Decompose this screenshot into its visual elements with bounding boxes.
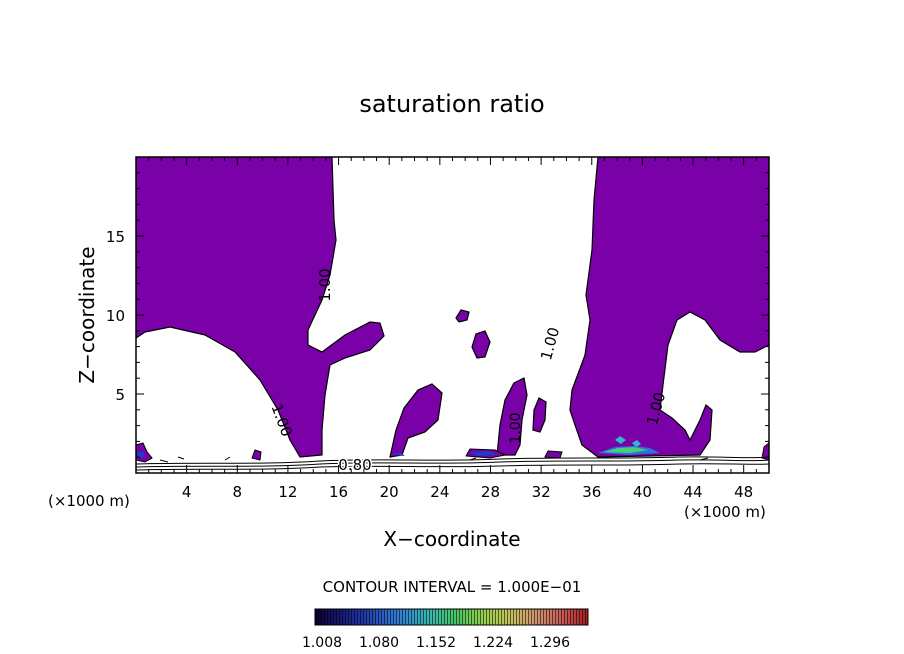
x-tick-label: 40 [633,483,652,501]
contour-label-6: 0.80 [338,456,371,474]
colorbar-tick-label: 1.080 [359,635,399,651]
high-sat-blue-mid [392,451,497,456]
region-mid-cell-c [532,397,547,433]
y-tick-label: 15 [106,228,125,246]
x-tick-label: 44 [683,483,702,501]
high-sat-cyan-spots [615,436,641,447]
y-tick-labels: 5 10 15 [106,228,125,404]
contour-label-5: 1.00 [508,412,524,443]
y-axis-label: Z−coordinate [75,246,99,383]
x-tick-label: 32 [532,483,551,501]
colorbar: 1.008 1.080 1.152 1.224 1.296 [302,608,589,651]
region-small-cell-h [544,450,563,459]
surface-contour-lines [136,456,769,471]
x-tick-label: 8 [233,483,243,501]
high-sat-blue-left [137,451,145,458]
region-small-cell-f [251,449,262,461]
supersaturated-regions [136,157,769,471]
y-tick-label: 10 [106,307,125,325]
x-tick-labels: 4 8 12 16 20 24 28 32 36 40 44 48 [182,483,753,501]
colorbar-tick-label: 1.296 [530,635,570,651]
colorbar-tick-label: 1.008 [302,635,342,651]
region-right-edge-base [761,442,769,461]
axis-ticks [136,157,769,473]
x-tick-label: 16 [329,483,348,501]
colorbar-tick-label: 1.152 [416,635,456,651]
chart-title: saturation ratio [359,90,544,118]
x-unit-left: (×1000 m) [48,492,130,510]
y-tick-label: 5 [115,386,125,404]
x-tick-label: 28 [481,483,500,501]
region-mid-cell-b [496,377,528,456]
x-tick-label: 20 [380,483,399,501]
contour-label-1: 1.00 [316,268,334,301]
region-right-plume [569,157,769,458]
region-mid-cell-d [471,330,491,359]
high-sat-green-band [603,447,648,453]
colorbar-frame [314,608,589,626]
colorbar-stripes [315,609,588,625]
x-tick-label: 36 [582,483,601,501]
x-tick-label: 48 [734,483,753,501]
x-tick-label: 24 [430,483,449,501]
x-tick-label: 12 [278,483,297,501]
region-mid-cell-a [389,383,443,458]
x-unit-right: (×1000 m) [684,503,766,521]
x-axis-label: X−coordinate [383,527,520,551]
region-mid-cell-e [455,309,470,323]
x-tick-label: 4 [182,483,192,501]
colorbar-labels: 1.008 1.080 1.152 1.224 1.296 [302,635,570,651]
colorbar-tick-label: 1.224 [473,635,513,651]
region-left-plume [136,157,385,458]
contour-label-3: 1.00 [537,325,563,362]
contour-interval-text: CONTOUR INTERVAL = 1.000E−01 [323,578,582,596]
